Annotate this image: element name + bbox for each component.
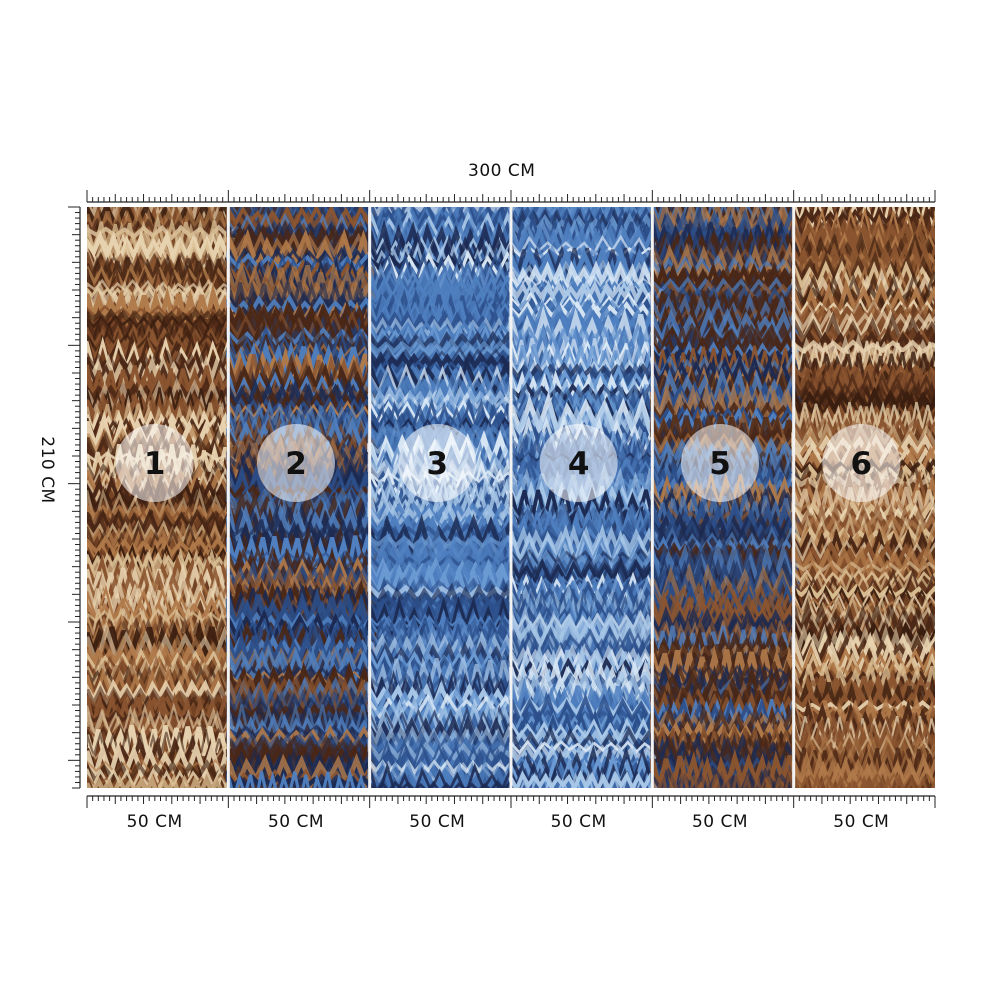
panel-number-badge: 4 bbox=[539, 424, 618, 502]
panel-number: 2 bbox=[285, 446, 307, 482]
panel-number: 6 bbox=[851, 446, 873, 482]
panel-3-width-label: 50 CM bbox=[409, 812, 466, 832]
panel-number: 4 bbox=[568, 446, 590, 482]
panel-5-width-label: 50 CM bbox=[691, 812, 749, 832]
panel-2-width-label: 50 CM bbox=[267, 812, 325, 832]
total-height-label: 210 CM bbox=[37, 436, 57, 504]
panel-2-zigzag-pattern bbox=[225, 207, 381, 788]
panel-number-badge: 2 bbox=[257, 424, 335, 502]
panel-number-badge: 5 bbox=[681, 424, 759, 502]
panel-5-zigzag-pattern bbox=[649, 207, 805, 788]
top-ruler bbox=[86, 190, 936, 203]
panel-6-width-label: 50 CM bbox=[833, 812, 890, 832]
panel-1-width-label: 50 CM bbox=[126, 812, 183, 832]
panel-4-width-label: 50 CM bbox=[550, 812, 607, 832]
total-width-label: 300 CM bbox=[468, 161, 536, 181]
panel-number-badge: 1 bbox=[115, 424, 194, 502]
panel-number: 1 bbox=[144, 446, 166, 482]
panel-number: 5 bbox=[709, 446, 731, 482]
panel-3-zigzag-pattern bbox=[367, 207, 522, 788]
left-ruler bbox=[68, 206, 81, 789]
panel-number-badge: 3 bbox=[398, 424, 477, 502]
panel-number: 3 bbox=[427, 446, 449, 482]
panel-6-zigzag-pattern bbox=[791, 207, 935, 788]
panel-1-zigzag-pattern bbox=[87, 207, 240, 788]
bottom-ruler bbox=[86, 795, 936, 808]
panel-number-badge: 6 bbox=[822, 424, 901, 502]
